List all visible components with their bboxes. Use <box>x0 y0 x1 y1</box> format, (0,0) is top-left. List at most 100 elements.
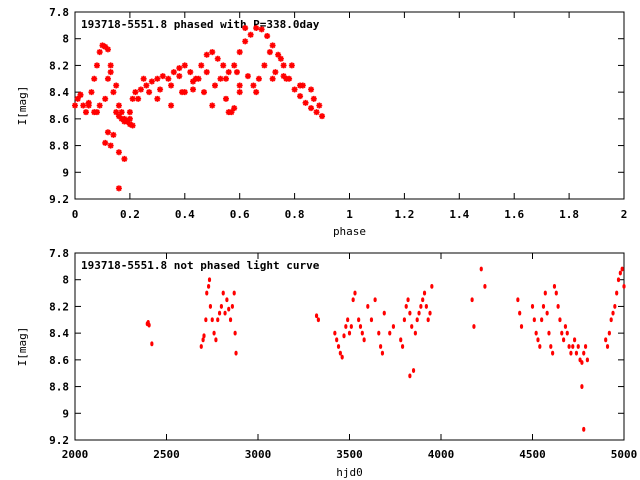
x-tick-label: 1.2 <box>394 208 414 221</box>
data-point <box>104 46 111 53</box>
data-point <box>308 86 315 93</box>
data-point <box>319 113 326 120</box>
x-tick-label: 0.2 <box>120 208 140 221</box>
data-point <box>410 324 414 329</box>
data-point <box>280 73 287 80</box>
data-point <box>400 344 405 349</box>
data-point <box>408 373 412 379</box>
data-point <box>347 330 352 336</box>
x-tick-label: 3500 <box>336 448 363 461</box>
x-tick-label: 0 <box>72 208 79 221</box>
data-point <box>219 304 223 309</box>
data-point <box>154 95 161 102</box>
chart-title: 193718-5551.8 not phased light curve <box>81 259 320 272</box>
data-point <box>302 99 309 106</box>
data-points <box>145 266 626 432</box>
data-point <box>346 317 350 323</box>
data-point <box>147 322 151 328</box>
data-point <box>380 350 385 356</box>
data-point <box>615 290 619 296</box>
x-tick-label: 1.6 <box>504 208 524 221</box>
data-point <box>470 297 474 303</box>
y-tick-label: 9 <box>62 407 69 420</box>
data-point <box>74 95 81 102</box>
data-point <box>582 350 586 356</box>
data-point <box>545 310 549 316</box>
data-point <box>538 344 542 349</box>
data-point <box>91 75 98 82</box>
data-point <box>187 69 194 76</box>
data-point <box>556 304 560 309</box>
phased-light-curve-panel: 0 0.2 0.4 0.6 0.8 1 1.2 1.4 1.6 1.8 2 7.8 8 8.2 8.4 8.6… <box>16 6 627 238</box>
data-point <box>118 109 125 116</box>
data-point <box>121 115 128 122</box>
data-point <box>242 38 249 45</box>
x-tick-label: 1 <box>346 208 353 221</box>
data-point <box>280 62 287 69</box>
data-point <box>613 304 617 309</box>
x-tick-label: 0.6 <box>230 208 250 221</box>
y-tick-label: 8.8 <box>49 140 69 153</box>
y-tick-label: 8.4 <box>49 86 69 99</box>
y-tick-label: 8.6 <box>49 354 69 367</box>
data-point <box>207 277 212 283</box>
data-point <box>107 142 114 149</box>
data-point <box>225 109 232 116</box>
y-tick-label: 8 <box>62 33 69 46</box>
data-point <box>551 350 555 356</box>
data-point <box>107 62 114 69</box>
data-point <box>110 131 117 138</box>
data-point <box>159 73 166 80</box>
data-point <box>255 75 262 82</box>
data-point <box>622 283 626 289</box>
data-point <box>411 368 416 373</box>
data-point <box>357 317 361 323</box>
data-point <box>536 337 540 343</box>
data-point <box>247 31 254 38</box>
phased-plot-frame <box>74 11 625 200</box>
data-point <box>80 102 87 109</box>
data-point <box>217 310 222 316</box>
data-point <box>342 333 346 339</box>
data-point <box>264 33 271 40</box>
data-point <box>199 344 203 349</box>
data-point <box>113 109 120 116</box>
data-point <box>266 49 273 56</box>
data-point <box>618 270 622 276</box>
data-point <box>353 290 357 296</box>
data-point <box>333 330 337 336</box>
data-point <box>135 95 142 102</box>
data-point <box>532 317 536 323</box>
x-axis-label: phase <box>333 225 366 238</box>
data-point <box>227 306 231 312</box>
y-tick-label: 7.8 <box>49 247 69 260</box>
data-point <box>406 297 410 303</box>
x-tick-label: 1.8 <box>559 208 579 221</box>
data-point <box>242 25 249 32</box>
data-point <box>110 89 117 96</box>
data-point <box>549 344 553 349</box>
data-point <box>291 86 298 93</box>
data-point <box>519 324 524 329</box>
data-point <box>77 91 84 98</box>
data-point <box>176 65 183 72</box>
data-point <box>388 330 392 336</box>
data-point <box>272 69 279 76</box>
x-tick-label: 0.4 <box>175 208 195 221</box>
data-point <box>580 360 584 365</box>
data-point <box>225 69 232 76</box>
data-point <box>104 129 111 136</box>
data-point <box>360 330 364 336</box>
data-point <box>234 350 238 356</box>
data-point <box>85 102 92 109</box>
data-point <box>96 102 103 109</box>
data-point <box>552 283 557 289</box>
data-point <box>223 310 227 316</box>
data-point <box>176 73 183 80</box>
data-point <box>93 62 100 69</box>
x-tick-label: 2000 <box>62 448 89 461</box>
data-point <box>190 78 197 85</box>
data-point <box>369 317 374 323</box>
data-point <box>338 350 342 356</box>
data-point <box>366 304 370 309</box>
